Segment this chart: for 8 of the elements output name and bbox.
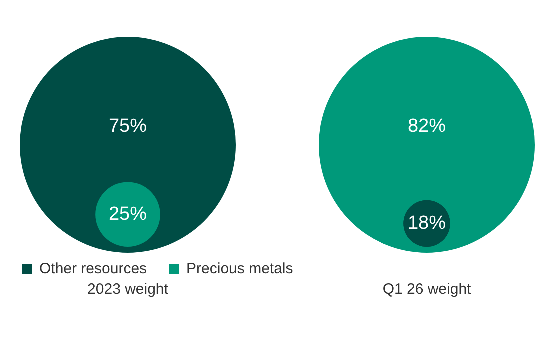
category-label: 2023 weight [88,281,170,298]
category-label: Q1 26 weight [382,281,472,298]
data-label: 18% [408,212,446,234]
legend-label: Other resources [40,260,148,278]
data-label: 82% [408,116,446,138]
legend-label: Precious metals [186,260,294,278]
data-label: 75% [108,116,148,138]
data-label: 25% [108,204,148,225]
